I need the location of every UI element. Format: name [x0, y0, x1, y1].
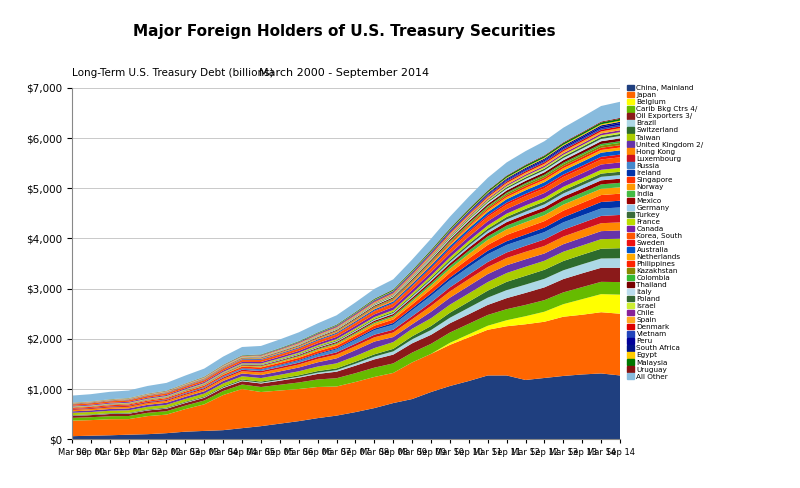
Text: March 2000 - September 2014: March 2000 - September 2014: [259, 68, 429, 78]
Text: Long-Term U.S. Treasury Debt (billions): Long-Term U.S. Treasury Debt (billions): [72, 68, 274, 78]
Text: Major Foreign Holders of U.S. Treasury Securities: Major Foreign Holders of U.S. Treasury S…: [133, 24, 555, 40]
Legend: China, Mainland, Japan, Belgium, Carib Bkg Ctrs 4/, Oil Exporters 3/, Brazil, Sw: China, Mainland, Japan, Belgium, Carib B…: [626, 84, 705, 380]
